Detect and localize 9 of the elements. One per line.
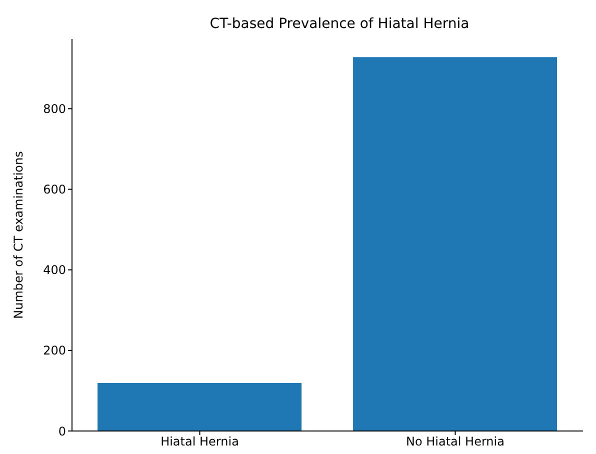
y-tick-label: 800 bbox=[43, 102, 66, 116]
x-tick-label: Hiatal Hernia bbox=[160, 434, 239, 449]
y-tick-label: 200 bbox=[43, 344, 66, 358]
chart-title: CT-based Prevalence of Hiatal Hernia bbox=[210, 16, 470, 32]
y-tick-label: 600 bbox=[43, 182, 66, 197]
y-axis-title: Number of CT examinations bbox=[11, 151, 26, 319]
y-tick-label: 400 bbox=[43, 263, 66, 278]
y-tick-label: 0 bbox=[58, 424, 66, 438]
x-tick-label: No Hiatal Hernia bbox=[406, 434, 504, 449]
